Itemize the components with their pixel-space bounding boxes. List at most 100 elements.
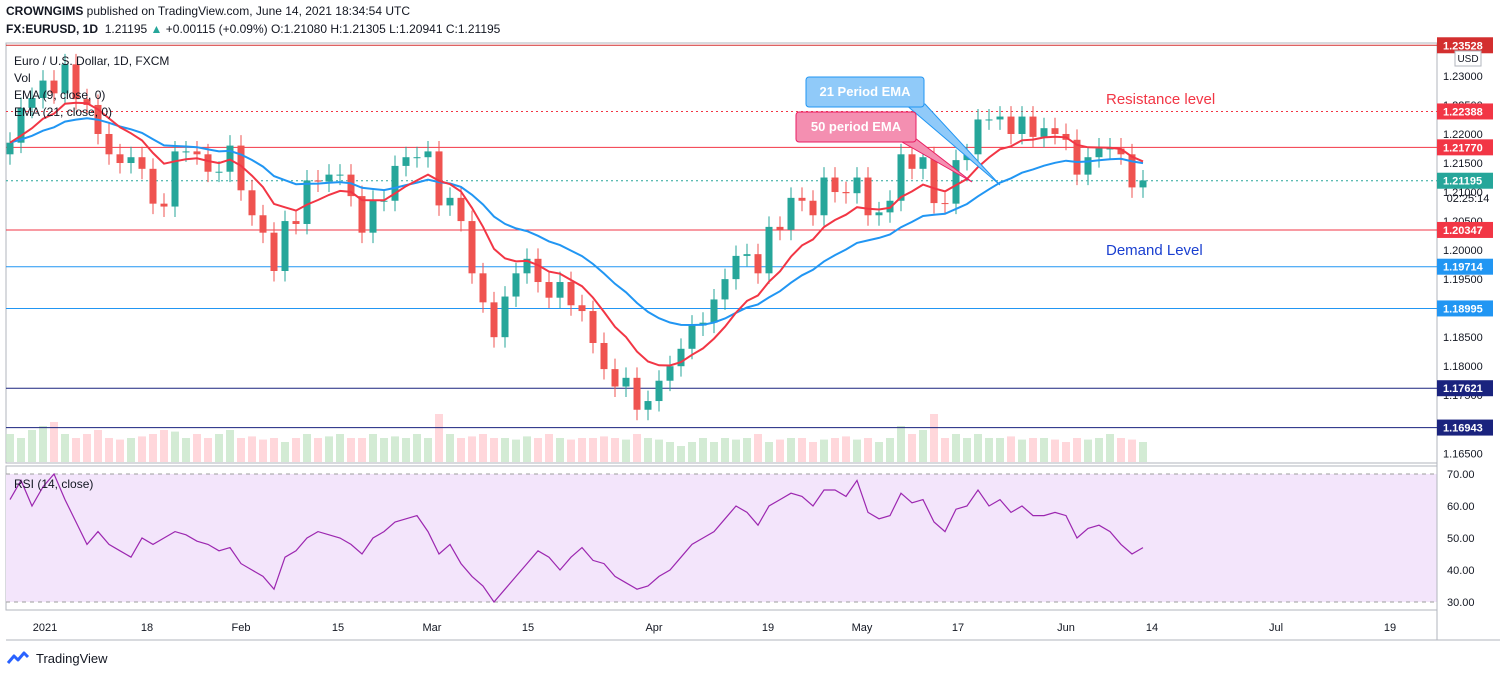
volume-bar xyxy=(347,438,355,462)
candle-body xyxy=(589,311,597,343)
currency-badge[interactable] xyxy=(1454,50,1482,67)
volume-bar xyxy=(963,438,971,462)
volume-bar xyxy=(490,438,498,462)
high-value: 1.21305 xyxy=(342,22,386,36)
footer[interactable]: TradingView xyxy=(6,650,108,666)
price-badge xyxy=(1437,172,1493,189)
close-label: C: xyxy=(445,22,458,36)
candle-body xyxy=(281,221,289,271)
volume-bar xyxy=(380,438,388,462)
candle-body xyxy=(567,282,575,306)
ema50-callout-text: 50 period EMA xyxy=(811,119,902,134)
volume-bar xyxy=(1051,439,1059,462)
candle-body xyxy=(875,212,883,216)
candle-body xyxy=(644,401,652,410)
candle-body xyxy=(1095,148,1103,158)
candle-body xyxy=(270,232,278,271)
volume-bar xyxy=(853,439,861,462)
candle-body xyxy=(116,154,124,164)
ema-slow-line xyxy=(9,117,1144,327)
legend-ema21: EMA (21, close, 0) xyxy=(14,105,113,119)
time-tick-label: 17 xyxy=(952,622,964,634)
candle-body xyxy=(578,305,586,312)
candle-body xyxy=(765,226,773,274)
candle-body xyxy=(710,299,718,323)
currency-badge-text: USD xyxy=(1457,54,1478,65)
candle-body xyxy=(479,273,487,303)
candle-body xyxy=(435,151,443,206)
time-tick-label: 14 xyxy=(1146,622,1158,634)
candle-body xyxy=(215,171,223,173)
volume-bar xyxy=(248,436,256,462)
candle-body xyxy=(28,97,36,108)
volume-bar xyxy=(1018,439,1026,462)
time-tick-label: Feb xyxy=(232,622,251,634)
volume-bar xyxy=(776,439,784,462)
volume-bar xyxy=(39,426,47,462)
candle-body xyxy=(149,168,157,204)
candle-body xyxy=(358,196,366,233)
volume-bar xyxy=(182,438,190,462)
candle-body xyxy=(83,99,91,105)
candle-body xyxy=(72,64,80,100)
rsi-tick-label: 30.00 xyxy=(1447,597,1475,609)
ema50-callout: 50 period EMA xyxy=(795,111,973,183)
time-tick-label: May xyxy=(852,622,873,634)
price-tick-label: 1.23000 xyxy=(1443,71,1483,83)
candle-body xyxy=(193,151,201,155)
time-tick-label: 15 xyxy=(332,622,344,634)
volume-bar xyxy=(160,430,168,462)
candle-body xyxy=(248,190,256,216)
price-badge-text: 1.17621 xyxy=(1443,383,1483,395)
volume-bar xyxy=(6,434,14,462)
candle-body xyxy=(501,296,509,338)
volume-bar xyxy=(842,436,850,462)
volume-bar xyxy=(303,434,311,462)
author-name: CROWNGIMS xyxy=(6,4,84,18)
candle-body xyxy=(820,177,828,216)
candle-body xyxy=(941,203,949,205)
footer-brand: TradingView xyxy=(36,650,108,666)
volume-bar xyxy=(215,434,223,462)
volume-bar xyxy=(369,434,377,462)
volume-bar xyxy=(611,438,619,462)
volume-bar xyxy=(50,422,58,462)
candle-body xyxy=(633,377,641,410)
volume-bar xyxy=(1095,438,1103,462)
quote-line: FX:EURUSD, 1D 1.21195 ▲ +0.00115 (+0.09%… xyxy=(6,22,500,36)
volume-bar xyxy=(94,430,102,462)
price-badge xyxy=(1437,380,1493,397)
volume-bar xyxy=(930,414,938,462)
volume-bar xyxy=(864,438,872,462)
volume-bar xyxy=(732,439,740,462)
candle-body xyxy=(908,154,916,169)
candle-body xyxy=(402,157,410,166)
volume-bar xyxy=(985,438,993,462)
candle-body xyxy=(600,342,608,370)
time-tick-label: Jul xyxy=(1269,622,1283,634)
volume-bar xyxy=(193,434,201,462)
candle-body xyxy=(688,325,696,349)
price-pane[interactable] xyxy=(5,42,1438,464)
volume-bar xyxy=(633,434,641,462)
candle-body xyxy=(171,151,179,207)
legend-vol: Vol xyxy=(14,71,31,85)
volume-bar xyxy=(512,439,520,462)
volume-bar xyxy=(281,442,289,462)
price-badge xyxy=(1437,37,1493,54)
candle-body xyxy=(413,157,421,159)
volume-bar xyxy=(534,438,542,462)
volume-bar xyxy=(336,434,344,462)
candle-body xyxy=(1029,116,1037,137)
volume-bar xyxy=(127,438,135,462)
time-tick-label: Mar xyxy=(423,622,442,634)
volume-bar xyxy=(908,434,916,462)
price-badge xyxy=(1437,103,1493,120)
volume-bar xyxy=(314,438,322,462)
candle-body xyxy=(1139,180,1147,188)
horizontal-levels xyxy=(6,44,1437,429)
candle-body xyxy=(611,369,619,387)
candle-body xyxy=(182,151,190,153)
candle-body xyxy=(974,119,982,155)
